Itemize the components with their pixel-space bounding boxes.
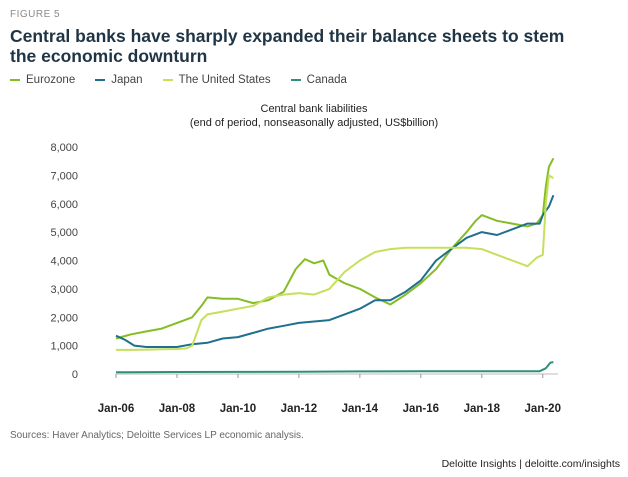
y-tick-label-8000: 8,000: [50, 142, 78, 154]
legend-label-united-states: The United States: [178, 74, 271, 86]
footer-credit: Deloitte Insights | deloitte.com/insight…: [441, 458, 620, 470]
legend-swatch-united-states: [162, 79, 173, 81]
legend-label-canada: Canada: [306, 74, 347, 86]
legend-item-japan: Japan: [95, 72, 143, 88]
legend-swatch-canada: [290, 79, 301, 81]
series-line-canada: [115, 361, 554, 374]
y-tick-label-0: 0: [72, 369, 78, 381]
series-line-the-united-states: [116, 174, 554, 351]
series-line-eurozone: [115, 157, 555, 340]
chart-heading: Central banks have sharply expanded thei…: [10, 26, 610, 66]
y-tick-label-3000: 3,000: [50, 284, 78, 296]
x-tick-label-2008: Jan-08: [159, 403, 196, 415]
legend-label-eurozone: Eurozone: [26, 74, 76, 86]
x-tick-label-2020: Jan-20: [525, 403, 561, 415]
chart-title: Central bank liabilities: [260, 103, 368, 115]
y-tick-label-7000: 7,000: [50, 170, 78, 182]
chart-heading-line2: the economic downturn: [10, 46, 208, 66]
x-tick-label-2006: Jan-06: [98, 403, 134, 415]
y-tick-label-5000: 5,000: [50, 227, 78, 239]
legend-swatch-eurozone: [10, 79, 20, 81]
chart-subtitle: (end of period, nonseasonally adjusted, …: [189, 117, 439, 129]
figure-label: FIGURE 5: [10, 9, 61, 20]
y-tick-label-6000: 6,000: [50, 199, 78, 211]
line-chart: 0 1,000 2,000 3,000 4,000 5,000 6,000 7,000 8,00…: [50, 142, 561, 415]
chart-heading-line1: Central banks have sharply expanded thei…: [10, 26, 565, 46]
x-tick-label-2012: Jan-12: [281, 403, 317, 415]
legend: Eurozone Japan The United States Canada: [10, 72, 347, 88]
y-tick-label-1000: 1,000: [50, 341, 78, 353]
legend-item-canada: Canada: [290, 72, 347, 88]
y-tick-label-2000: 2,000: [50, 312, 78, 324]
x-tick-label-2018: Jan-18: [464, 403, 501, 415]
x-tick-label-2014: Jan-14: [342, 403, 379, 415]
legend-item-eurozone: Eurozone: [10, 72, 75, 88]
legend-item-united-states: The United States: [162, 72, 271, 88]
legend-swatch-japan: [95, 79, 106, 81]
legend-label-japan: Japan: [111, 74, 143, 86]
series-line-japan: [115, 194, 555, 348]
x-tick-label-2010: Jan-10: [220, 403, 256, 415]
y-tick-label-4000: 4,000: [50, 256, 78, 268]
sources-note: Sources: Haver Analytics; Deloitte Servi…: [10, 430, 304, 441]
x-tick-label-2016: Jan-16: [403, 403, 439, 415]
